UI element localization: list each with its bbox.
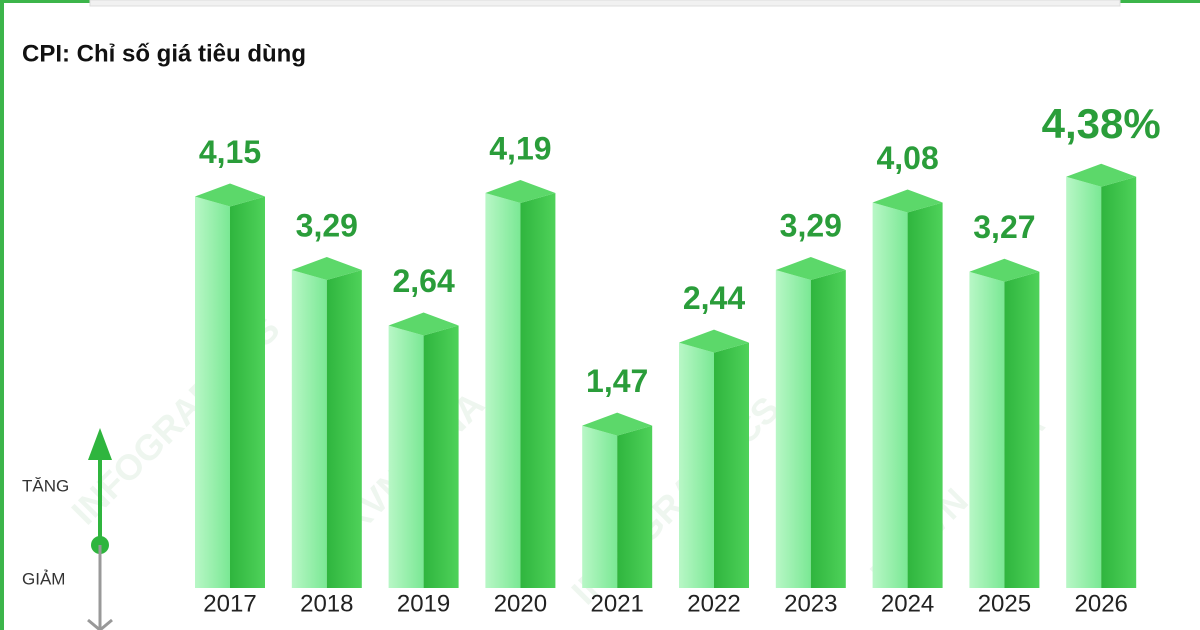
bar-top [582,412,653,436]
x-tick-label: 2024 [881,590,934,617]
bar-front [582,425,618,588]
x-tick-label: 2019 [397,590,450,617]
bar-side [810,269,846,588]
bar-front [195,196,230,588]
chart-title: CPI: Chỉ số giá tiêu dùng [22,40,306,67]
x-tick-label: 2023 [784,590,837,617]
bar-side [617,425,653,588]
bar-top [291,256,362,280]
x-tick-label: 2020 [494,590,547,617]
x-tick-label: 2025 [978,590,1031,617]
bar-side [423,325,459,588]
bar-top [485,180,556,204]
bar [291,256,362,588]
value-label: 1,47 [586,363,648,399]
bar-front [775,269,811,588]
bar-top [872,189,943,213]
bar-side [1101,176,1137,588]
x-tick-label: 2018 [300,590,353,617]
top-box [89,0,1121,7]
bar-side [230,196,265,588]
bar-front [872,202,908,588]
bar [872,189,943,588]
bar-front [969,271,1005,588]
bar-front [679,342,714,588]
value-label: 4,19 [489,131,551,167]
value-label: 2,64 [392,263,454,299]
bar-front [388,325,424,588]
bar-top [775,256,846,280]
bar-top [195,183,265,207]
value-label: 2,44 [683,280,745,316]
bar-side [1004,271,1040,588]
bar [195,183,265,588]
x-tick-label: 2026 [1075,590,1128,617]
bar-front [485,193,521,589]
value-label: 4,15 [199,134,261,170]
bar-side [714,342,749,588]
bar-top [679,329,749,353]
bar [485,180,556,589]
bar [679,329,749,588]
frame-edge [0,0,4,630]
bar [582,412,653,588]
bar-side [326,269,362,588]
value-label: 3,27 [973,209,1035,245]
x-tick-label: 2017 [203,590,256,617]
down-arrowhead [87,618,113,630]
bar-side [907,202,943,588]
bar-front [291,269,327,588]
value-label: 3,29 [780,207,842,243]
bar-top [388,312,459,336]
bar [969,258,1040,588]
x-tick-label: 2022 [687,590,740,617]
value-label: 3,29 [296,207,358,243]
up-arrowhead [88,428,112,460]
bar-side [520,193,556,589]
legend-up: TĂNG [22,476,69,495]
value-label: 4,38% [1042,100,1161,147]
bar-front [1066,176,1102,588]
value-label: 4,08 [876,140,938,176]
bar-top [1066,163,1137,187]
legend-down: GIẢM [22,569,65,588]
bar [1066,163,1137,588]
x-tick-label: 2021 [591,590,644,617]
bar [775,256,846,588]
bar [388,312,459,588]
bar-top [969,258,1040,282]
